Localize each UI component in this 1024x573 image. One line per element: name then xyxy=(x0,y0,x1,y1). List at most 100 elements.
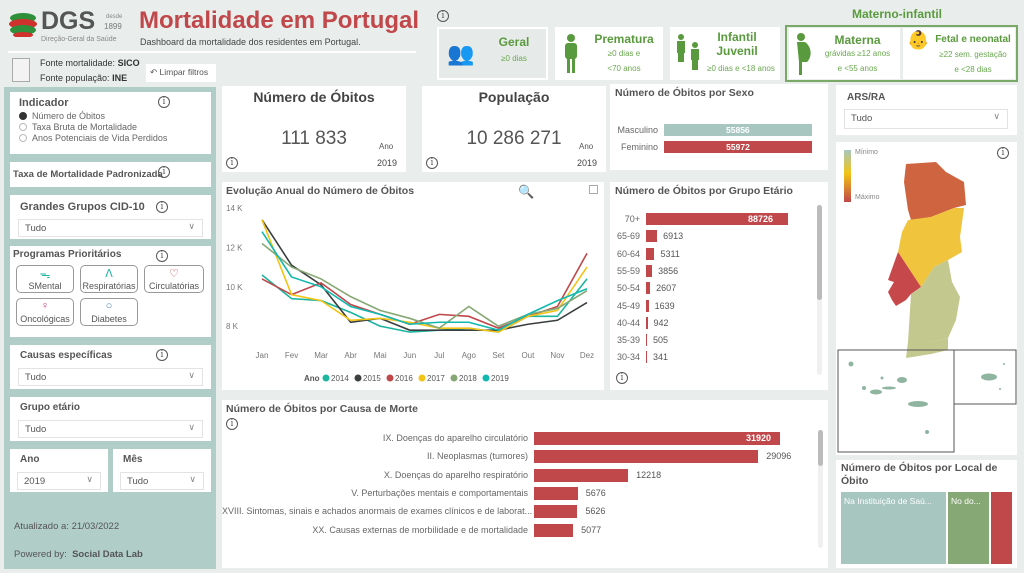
category-geral[interactable]: 👥 Geral ≥0 dias xyxy=(437,27,548,80)
region-algarve[interactable] xyxy=(906,338,948,358)
legend-label[interactable]: 2014 xyxy=(331,374,349,383)
info-icon[interactable]: i xyxy=(437,10,449,22)
radio-numero-obitos[interactable]: Número de Óbitos xyxy=(19,111,202,121)
cause-bar[interactable] xyxy=(534,505,578,519)
age-bar[interactable] xyxy=(646,334,647,347)
legend-marker[interactable] xyxy=(386,374,394,382)
info-icon[interactable]: i xyxy=(158,96,170,108)
legend-marker[interactable] xyxy=(482,374,490,382)
treemap-outro[interactable] xyxy=(991,492,1012,564)
series-line-2015[interactable] xyxy=(261,219,588,331)
info-icon[interactable]: i xyxy=(156,250,168,262)
cause-label: XX. Causas externas de morbilidade e de … xyxy=(312,524,528,535)
age-bar[interactable] xyxy=(646,230,658,243)
grupo-dropdown[interactable]: Tudo ∨ xyxy=(18,420,203,438)
category-prematura[interactable]: Prematura ≥0 dias e <70 anos xyxy=(555,27,663,80)
legend-label[interactable]: 2016 xyxy=(395,374,413,383)
header-divider xyxy=(8,51,416,53)
ars-panel: ARS/RA Tudo ∨ xyxy=(836,85,1017,135)
info-icon[interactable]: i xyxy=(156,349,168,361)
ano-dropdown[interactable]: 2019 ∨ xyxy=(17,472,101,490)
chevron-down-icon: ∨ xyxy=(188,422,195,432)
legend-label[interactable]: 2017 xyxy=(427,374,445,383)
clear-filters-button[interactable]: ↶ Limpar filtros xyxy=(146,64,216,82)
x-tick-label: Fev xyxy=(285,351,298,360)
taxa-padronizada-button[interactable]: Taxa de Mortalidade Padronizada i xyxy=(10,162,211,187)
treemap-domicilio[interactable]: No do... xyxy=(948,492,989,564)
legend-marker[interactable] xyxy=(322,374,330,382)
bar-masculino[interactable]: 55856 xyxy=(664,124,812,136)
local-chart: Número de Óbitos por Local de Óbito Na I… xyxy=(836,460,1017,568)
region-norte[interactable] xyxy=(904,162,966,220)
program-respiratorias[interactable]: ᐱ Respiratórias xyxy=(80,265,138,293)
scrollbar[interactable] xyxy=(817,205,822,375)
age-bar[interactable] xyxy=(646,299,649,312)
legend-marker[interactable] xyxy=(354,374,362,382)
legend-label[interactable]: 2018 xyxy=(459,374,477,383)
causas-dropdown[interactable]: Tudo ∨ xyxy=(18,368,203,386)
heart-icon: ♡ xyxy=(169,268,179,280)
category-fetal-neonatal[interactable]: 👶 Fetal e neonatal ≥22 sem. gestação e <… xyxy=(903,28,1015,79)
baby-icon: 👶 xyxy=(907,30,930,50)
program-diabetes[interactable]: ○ Diabetes xyxy=(80,298,138,326)
info-icon[interactable]: i xyxy=(226,418,238,430)
cid-dropdown[interactable]: Tudo ∨ xyxy=(18,219,203,237)
cause-bar[interactable] xyxy=(534,450,759,464)
info-icon[interactable]: i xyxy=(997,147,1009,159)
magnifier-icon[interactable]: 🔍 xyxy=(518,184,535,199)
sexo-chart: Número de Óbitos por Sexo Masculino 55856… xyxy=(610,84,828,170)
series-line-2017[interactable] xyxy=(261,219,588,333)
age-label: 40-44 xyxy=(616,317,640,328)
age-bar[interactable] xyxy=(646,351,647,364)
cause-label: IX. Doenças do aparelho circulatório xyxy=(382,433,528,443)
legend-label[interactable]: 2019 xyxy=(491,374,509,383)
series-line-2019[interactable] xyxy=(261,231,588,331)
legend-title: Ano xyxy=(304,374,320,383)
info-icon[interactable]: i xyxy=(158,166,170,178)
mes-dropdown[interactable]: Tudo ∨ xyxy=(120,472,204,490)
cause-bar[interactable] xyxy=(534,523,574,537)
legend-marker[interactable] xyxy=(450,374,458,382)
cause-bar[interactable] xyxy=(534,432,780,445)
cause-bar[interactable] xyxy=(534,486,578,500)
pregnant-icon xyxy=(797,33,811,75)
grupo-etario-chart: Número de Óbitos por Grupo Etário 70+ 887… xyxy=(610,182,828,390)
info-icon[interactable]: i xyxy=(426,157,438,169)
cause-label: V. Perturbações mentais e comportamentai… xyxy=(351,487,528,498)
oncology-icon: ♀ xyxy=(40,300,50,312)
region-alentejo[interactable] xyxy=(908,260,960,342)
program-oncologicas[interactable]: ♀ Oncológicas xyxy=(16,298,74,326)
cause-value: 5077 xyxy=(581,524,602,535)
age-label: 50-54 xyxy=(616,283,640,294)
cause-bar[interactable] xyxy=(534,468,629,482)
category-infantil-juvenil[interactable]: Infantil Juvenil ≥0 dias e <18 anos xyxy=(670,27,780,80)
age-bar[interactable] xyxy=(646,213,788,225)
region-lvt[interactable] xyxy=(888,252,921,306)
info-icon[interactable]: i xyxy=(156,201,168,213)
age-bar[interactable] xyxy=(646,316,648,329)
age-bar[interactable] xyxy=(646,264,653,277)
age-value: 5311 xyxy=(660,248,680,259)
expand-icon[interactable] xyxy=(589,185,598,194)
radio-anos-potenciais[interactable]: Anos Potenciais de Vida Perdidos xyxy=(19,133,202,143)
age-value: 942 xyxy=(653,317,669,328)
category-materna[interactable]: Materna grávidas ≥12 anos e <55 anos xyxy=(789,28,900,79)
legend-marker[interactable] xyxy=(418,374,426,382)
cause-label: X. Doenças do aparelho respiratório xyxy=(383,469,528,480)
info-icon[interactable]: i xyxy=(616,372,628,384)
age-bar[interactable] xyxy=(646,247,655,260)
age-bar[interactable] xyxy=(646,282,651,295)
treemap-instituicao[interactable]: Na Instituição de Saú... xyxy=(841,492,946,564)
region-centro[interactable] xyxy=(898,208,964,287)
scrollbar[interactable] xyxy=(818,430,823,548)
program-circulatorias[interactable]: ♡ Circulatórias xyxy=(144,265,204,293)
x-tick-label: Jan xyxy=(256,351,269,360)
info-icon[interactable]: i xyxy=(226,157,238,169)
legend-label[interactable]: 2015 xyxy=(363,374,381,383)
program-smental[interactable]: ᯓ SMental xyxy=(16,265,74,293)
bar-feminino[interactable]: 55972 xyxy=(664,141,812,153)
series-line-2018[interactable] xyxy=(261,242,588,330)
radio-taxa-bruta[interactable]: Taxa Bruta de Mortalidade xyxy=(19,122,202,132)
ars-dropdown[interactable]: Tudo ∨ xyxy=(844,109,1008,129)
age-value: 505 xyxy=(653,335,669,346)
